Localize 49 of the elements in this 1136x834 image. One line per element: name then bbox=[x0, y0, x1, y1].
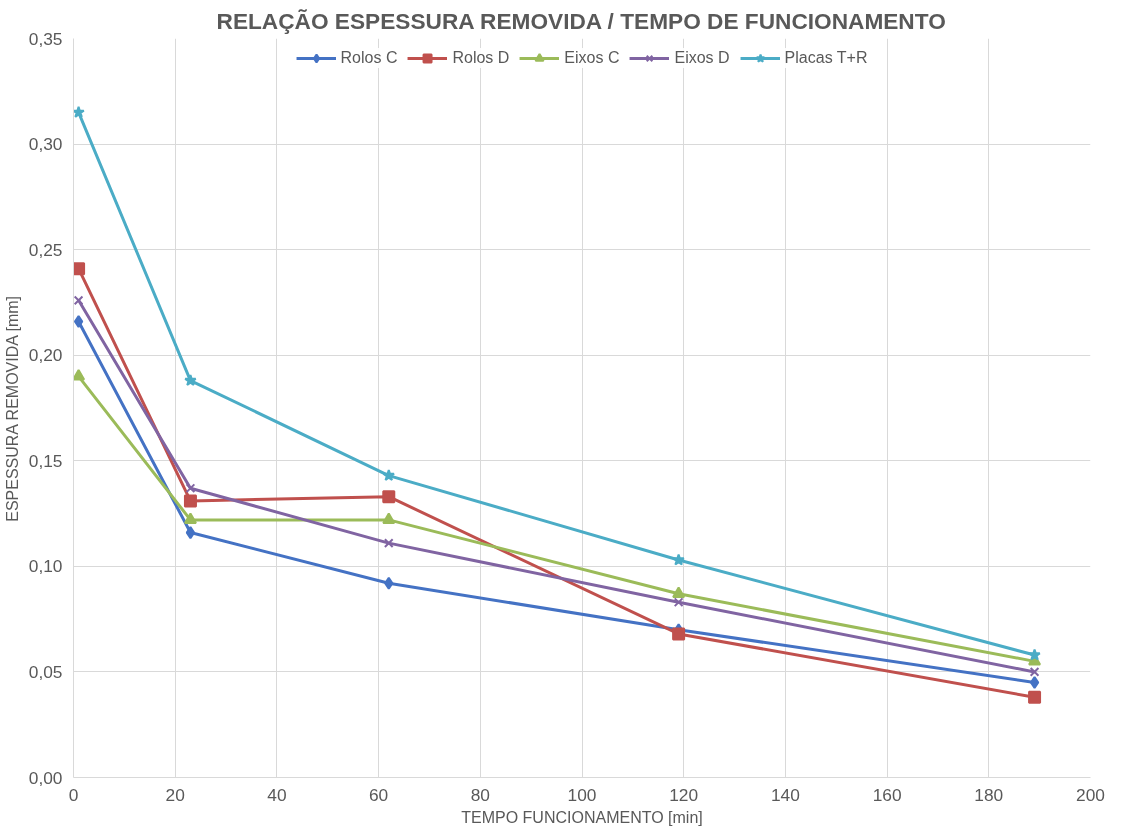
point bbox=[73, 368, 86, 381]
y-tick-label: 0,00 bbox=[28, 767, 63, 788]
point bbox=[1029, 667, 1040, 677]
legend-label: Eixos C bbox=[564, 49, 620, 67]
point bbox=[382, 512, 396, 525]
point bbox=[183, 494, 197, 508]
x-tick-label: 120 bbox=[669, 784, 699, 805]
legend-label: Eixos D bbox=[674, 49, 730, 67]
point bbox=[73, 295, 84, 306]
legend-label: Rolos C bbox=[340, 49, 398, 67]
point bbox=[673, 597, 684, 608]
y-tick-label: 0,25 bbox=[28, 239, 63, 260]
point bbox=[185, 483, 196, 494]
x-tick-label: 0 bbox=[68, 784, 79, 805]
point bbox=[672, 586, 686, 598]
point bbox=[384, 576, 394, 590]
x-axis-title: TEMPO FUNCIONAMENTO [min] bbox=[461, 808, 703, 826]
x-tick-label: 100 bbox=[567, 784, 597, 805]
point bbox=[183, 512, 197, 525]
legend-label: Placas T+R bbox=[784, 49, 868, 67]
point bbox=[1028, 648, 1041, 661]
x-tick-label: 80 bbox=[470, 784, 490, 805]
y-tick-label: 0,05 bbox=[28, 661, 63, 682]
point bbox=[383, 538, 394, 549]
point bbox=[382, 490, 396, 504]
chart-title: RELAÇÃO ESPESSURA REMOVIDA / TEMPO DE FUNCIONAMENTO bbox=[216, 7, 946, 34]
x-tick-label: 20 bbox=[165, 784, 185, 805]
point bbox=[382, 469, 395, 482]
legend-label: Rolos D bbox=[452, 49, 510, 67]
x-tick-label: 140 bbox=[770, 784, 800, 805]
point bbox=[1028, 690, 1042, 704]
x-tick-label: 160 bbox=[872, 784, 902, 805]
point bbox=[73, 314, 84, 328]
y-tick-label: 0,35 bbox=[28, 28, 63, 49]
y-axis-title: ESPESSURA REMOVIDA [mm] bbox=[3, 295, 21, 522]
point bbox=[185, 526, 196, 540]
point bbox=[184, 374, 197, 386]
y-tick-label: 0,30 bbox=[28, 134, 63, 155]
point bbox=[73, 262, 86, 276]
x-tick-label: 40 bbox=[267, 784, 287, 805]
x-tick-label: 60 bbox=[368, 784, 389, 805]
y-tick-label: 0,20 bbox=[28, 345, 63, 366]
x-tick-label: 200 bbox=[1076, 784, 1105, 805]
y-tick-label: 0,15 bbox=[28, 450, 63, 471]
point bbox=[1029, 675, 1040, 689]
y-tick-label: 0,10 bbox=[28, 556, 63, 577]
x-tick-label: 180 bbox=[974, 784, 1004, 805]
point bbox=[672, 627, 686, 641]
point bbox=[73, 105, 85, 118]
